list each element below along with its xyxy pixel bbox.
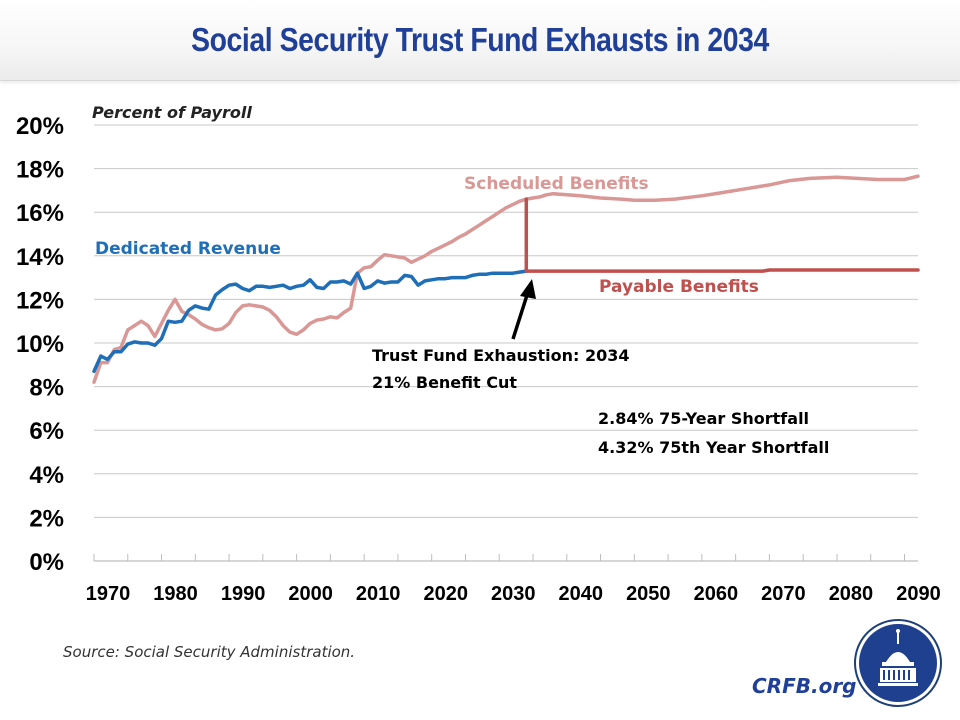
shortfall-75-year-annotation: 2.84% 75-Year Shortfall [598, 409, 809, 428]
series-label-scheduled-benefits: Scheduled Benefits [464, 174, 649, 194]
x-axis: 1970 1980 1990 2000 2010 2020 2030 2040 2050 2060… [86, 554, 941, 605]
header-bar: Social Security Trust Fund Exhausts in 2… [0, 0, 960, 81]
y-tick-label: 6% [29, 418, 64, 445]
series-lines [92, 174, 920, 384]
y-tick-label: 10% [16, 331, 64, 358]
y-tick-label: 0% [29, 549, 64, 576]
x-tick-label: 1990 [221, 583, 266, 605]
x-tick-label: 2060 [694, 583, 739, 605]
y-axis-ticks: 0% 2% 4% 6% 8% 10% 12% 14% 16% 18% 20% [16, 113, 64, 576]
gridlines [94, 124, 918, 518]
y-axis-label: Percent of Payroll [92, 103, 252, 122]
exhaustion-arrow [511, 279, 536, 340]
page-title: Social Security Trust Fund Exhausts in 2… [191, 21, 769, 58]
source-note: Source: Social Security Administration. [63, 643, 356, 661]
capitol-dome-icon [854, 619, 942, 707]
payable-benefits-line [524, 197, 920, 273]
exhaustion-annotation: Trust Fund Exhaustion: 2034 [372, 346, 629, 365]
scheduled-benefits-line [92, 174, 920, 384]
y-tick-label: 2% [29, 505, 64, 532]
x-tick-label: 2020 [423, 583, 468, 605]
x-tick-label: 1980 [153, 583, 198, 605]
shortfall-75th-year-annotation: 4.32% 75th Year Shortfall [598, 438, 829, 457]
dedicated-revenue-line [92, 269, 529, 374]
y-tick-label: 18% [16, 157, 64, 184]
y-tick-label: 16% [16, 200, 64, 227]
benefit-cut-annotation: 21% Benefit Cut [372, 373, 517, 392]
arrow-shaft [511, 291, 530, 340]
x-tick-label: 2030 [491, 583, 536, 605]
y-tick-label: 14% [16, 244, 64, 271]
y-tick-label: 12% [16, 287, 64, 314]
x-tick-label: 2000 [288, 583, 333, 605]
x-tick-label: 1970 [86, 583, 131, 605]
x-tick-label: 2090 [896, 583, 941, 605]
series-label-payable-benefits: Payable Benefits [599, 277, 759, 297]
x-tick-label: 2040 [559, 583, 604, 605]
x-tick-label: 2010 [356, 583, 401, 605]
arrow-head [520, 279, 536, 299]
brand-link[interactable]: CRFB.org [752, 674, 857, 698]
y-tick-label: 20% [16, 113, 64, 140]
y-tick-label: 4% [29, 462, 64, 489]
y-tick-label: 8% [29, 375, 64, 402]
x-tick-label: 2050 [626, 583, 671, 605]
x-tick-label: 2080 [829, 583, 874, 605]
series-label-dedicated-revenue: Dedicated Revenue [95, 239, 281, 259]
x-tick-label: 2070 [761, 583, 806, 605]
